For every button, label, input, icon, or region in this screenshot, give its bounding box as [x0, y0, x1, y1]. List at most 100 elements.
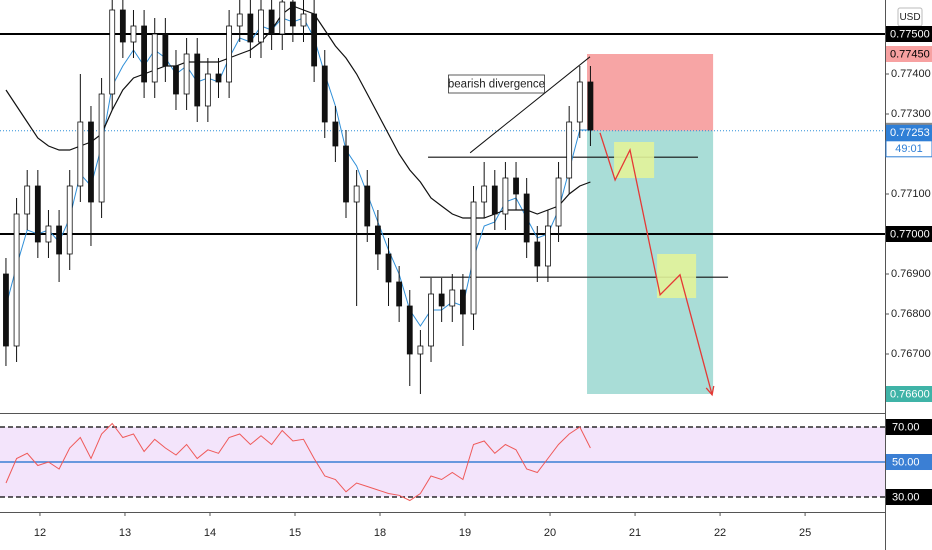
candle-body	[279, 1, 286, 35]
x-tick-label: 21	[629, 527, 641, 539]
candle-body	[162, 33, 169, 67]
candle-body	[523, 193, 530, 243]
annotation: bearish divergence	[448, 79, 545, 91]
candle-body	[470, 201, 477, 315]
stop-zone	[587, 54, 714, 131]
rsi-tick-label: 70.00	[892, 421, 920, 433]
candle-body	[247, 13, 254, 43]
candle-body	[215, 73, 222, 83]
candle-body	[321, 65, 328, 123]
countdown-box	[885, 140, 932, 158]
y-tick-label: 0.76900	[891, 268, 931, 280]
x-tick-label: 18	[374, 527, 386, 539]
arrow-head	[705, 385, 715, 397]
candle-body	[502, 177, 509, 215]
candle-body	[513, 177, 519, 195]
candle-body	[311, 13, 318, 67]
x-tick-label: 25	[799, 527, 811, 539]
candle-body	[268, 9, 275, 35]
candle-body	[438, 293, 445, 307]
price-badge-label: 0.77000	[890, 228, 930, 240]
trendline	[469, 56, 591, 154]
price-badge	[886, 386, 932, 402]
candle-body	[109, 9, 116, 95]
candle-body	[226, 25, 233, 83]
currency: USD	[899, 12, 920, 23]
countdown: 49:01	[895, 143, 923, 155]
candle-body	[417, 345, 424, 355]
rsi-badge	[886, 489, 932, 506]
price-badge-label: 0.77450	[890, 48, 930, 60]
candle-body	[576, 81, 583, 123]
annotation-box	[448, 74, 545, 94]
candle-body	[385, 253, 392, 283]
candle-body	[194, 53, 201, 107]
x-tick-label: 14	[204, 527, 216, 539]
candle-body	[332, 121, 339, 147]
candle-body	[130, 25, 137, 43]
price-badge	[886, 124, 932, 141]
rsi-badge	[886, 454, 932, 471]
candle-body	[449, 289, 456, 307]
candle-body	[555, 177, 562, 227]
candle-body	[24, 185, 31, 215]
candle-body	[406, 305, 413, 355]
rsi-tick-label: 30.00	[892, 491, 920, 503]
candle-body	[428, 293, 434, 347]
candle-body	[204, 73, 211, 107]
candle-body	[119, 9, 126, 43]
y-tick-label: 0.76700	[891, 348, 931, 360]
rsi-tick-label: 50.00	[892, 456, 920, 468]
candle-body	[374, 225, 381, 255]
x-tick-label: 12	[34, 527, 46, 539]
candle-body	[364, 185, 371, 227]
candle-body	[56, 225, 62, 255]
candle-body	[88, 121, 94, 203]
y-tick-label: 0.77400	[891, 68, 931, 80]
candle-body	[343, 145, 349, 203]
rsi-line	[5, 422, 591, 502]
price-badge	[886, 46, 932, 62]
candle-body	[481, 185, 488, 203]
y-tick-label: 0.77100	[891, 188, 931, 200]
projection-arrow	[599, 132, 713, 395]
price-badge-label: 0.76600	[890, 388, 930, 400]
candle-body	[258, 9, 264, 43]
x-tick-label: 19	[459, 527, 471, 539]
x-tick-label: 15	[289, 527, 301, 539]
candle-body	[566, 121, 573, 179]
price-badge	[886, 226, 932, 242]
candle-body	[141, 25, 147, 83]
candle-body	[66, 185, 73, 255]
rsi-badge	[886, 419, 932, 436]
candle-body	[289, 1, 296, 27]
x-tick-label: 20	[544, 527, 556, 539]
candle-body	[151, 33, 158, 83]
x-tick-label: 13	[119, 527, 131, 539]
candle-body	[183, 53, 190, 95]
candle-body	[396, 281, 403, 307]
candle-body	[173, 65, 179, 95]
candle-body	[491, 185, 498, 215]
candle-body	[534, 241, 541, 267]
x-tick-label: 22	[714, 527, 726, 539]
candle-body	[300, 13, 307, 27]
candle-body	[3, 273, 9, 347]
y-tick-label: 0.77300	[891, 108, 931, 120]
y-tick-label: 0.76800	[891, 308, 931, 320]
price-badge-label: 0.77500	[890, 28, 930, 40]
candle-body	[98, 93, 105, 203]
price-badge-label: 0.77253	[890, 127, 930, 139]
candle-body	[353, 185, 360, 203]
candle-body	[460, 289, 466, 315]
candle-body	[77, 121, 84, 187]
price-badge	[886, 26, 932, 42]
candle-body	[236, 13, 243, 27]
candle-body	[34, 185, 41, 243]
candle-body	[13, 213, 20, 347]
candle-body	[545, 225, 551, 267]
candle-body	[45, 225, 52, 243]
candle-body	[587, 81, 594, 131]
